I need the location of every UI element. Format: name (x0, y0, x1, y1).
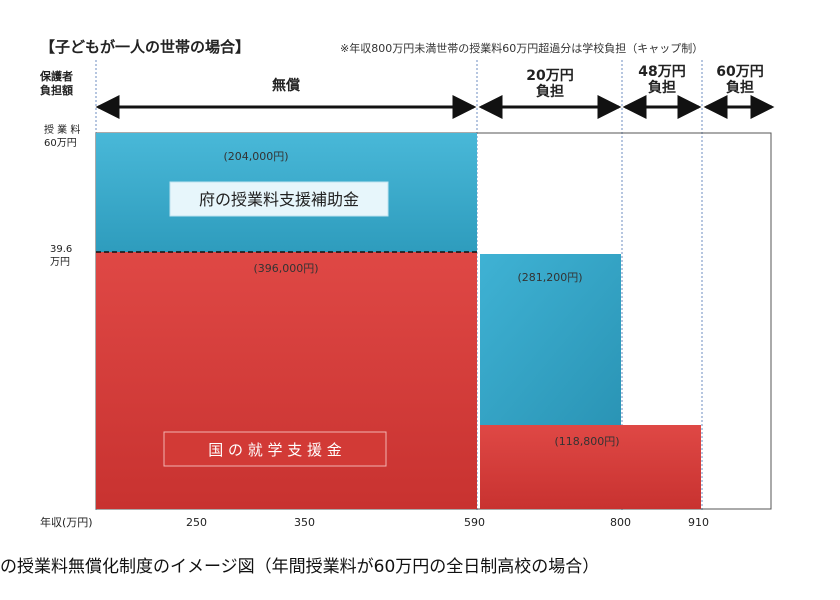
y-label-600k-line2: 60万円 (44, 138, 77, 149)
parent-burden-label-line1: 保護者 (40, 70, 73, 83)
label-204000: (204,000円) (223, 150, 288, 163)
parent-burden-label: 保護者 負担額 (40, 70, 90, 98)
burden-segment-free-text: 無償 (272, 78, 300, 94)
burden-segment-free: 無償 (236, 78, 336, 94)
x-tick-590: 590 (464, 516, 485, 529)
x-tick-910: 910 (688, 516, 709, 529)
chart-title: 【子どもが一人の世帯の場合】 (40, 38, 251, 56)
burden-segment-480k-amount: 48万円 (638, 64, 686, 80)
burden-segment-480k-text: 負担 (648, 80, 676, 96)
x-tick-800: 800 (610, 516, 631, 529)
burden-segment-200k-amount: 20万円 (526, 68, 574, 84)
x-tick-350: 350 (294, 516, 315, 529)
prefecture-label: 府の授業料支援補助金 (199, 190, 359, 209)
x-tick-250: 250 (186, 516, 207, 529)
national-label: 国 の 就 学 支 援 金 (208, 441, 342, 459)
y-label-396k: 39.6 万円 (50, 243, 72, 269)
parent-burden-label-line2: 負担額 (40, 84, 73, 97)
y-label-396k-line2: 万円 (50, 257, 70, 268)
y-label-396k-line1: 39.6 (50, 244, 73, 255)
label-281200: (281,200円) (517, 271, 582, 284)
cap-note: ※年収800万円未満世帯の授業料60万円超過分は学校負担（キャップ制） (340, 42, 704, 55)
burden-segment-480k: 48万円 負担 (622, 64, 702, 96)
y-label-600k-line1: 授 業 料 (44, 125, 81, 136)
label-396000: (396,000円) (253, 262, 318, 275)
national-label-box (163, 431, 387, 467)
burden-segment-600k: 60万円 負担 (700, 64, 780, 96)
bar-national-under590 (96, 252, 477, 509)
x-axis-label: 年収(万円) (40, 516, 93, 529)
prefecture-label-box (169, 181, 389, 217)
y-label-600k: 授 業 料 60万円 (44, 124, 80, 150)
burden-segment-600k-amount: 60万円 (716, 64, 764, 80)
burden-segment-600k-text: 負担 (726, 80, 754, 96)
label-118800: (118,800円) (554, 435, 619, 448)
bar-prefecture-590-800 (480, 254, 621, 425)
figure-caption: の授業料無償化制度のイメージ図（年間授業料が60万円の全日制高校の場合） (0, 557, 600, 577)
bar-national-590-910 (480, 425, 701, 509)
